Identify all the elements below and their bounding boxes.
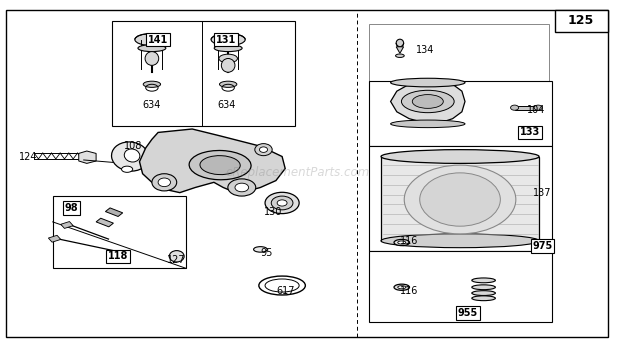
- Bar: [369, 81, 552, 146]
- Ellipse shape: [255, 144, 272, 156]
- Text: 133: 133: [520, 127, 540, 138]
- Text: eReplacementParts.com: eReplacementParts.com: [226, 165, 370, 179]
- Text: 116: 116: [400, 286, 419, 296]
- Text: 975: 975: [533, 241, 552, 251]
- Ellipse shape: [391, 120, 465, 128]
- Ellipse shape: [398, 241, 405, 244]
- Ellipse shape: [235, 183, 249, 192]
- Ellipse shape: [412, 95, 443, 108]
- Text: 124: 124: [19, 151, 37, 162]
- Bar: [369, 24, 549, 81]
- Ellipse shape: [511, 105, 518, 110]
- Polygon shape: [61, 222, 73, 228]
- Bar: [112, 21, 294, 126]
- Bar: [515, 106, 538, 110]
- Text: 125: 125: [568, 14, 594, 28]
- Polygon shape: [48, 235, 61, 242]
- Text: 617: 617: [276, 286, 294, 296]
- Bar: [555, 10, 608, 32]
- Polygon shape: [140, 129, 285, 193]
- Text: 955: 955: [458, 308, 478, 318]
- Bar: [369, 146, 552, 251]
- Text: 127: 127: [167, 255, 186, 265]
- Ellipse shape: [381, 234, 539, 248]
- Bar: [105, 208, 123, 216]
- Ellipse shape: [143, 81, 161, 87]
- Ellipse shape: [472, 278, 495, 283]
- Ellipse shape: [158, 178, 170, 187]
- Ellipse shape: [122, 166, 133, 172]
- Ellipse shape: [200, 155, 240, 175]
- Ellipse shape: [215, 45, 242, 52]
- Ellipse shape: [398, 286, 405, 289]
- Ellipse shape: [381, 150, 539, 163]
- Ellipse shape: [420, 173, 500, 226]
- Ellipse shape: [401, 90, 454, 113]
- Ellipse shape: [169, 250, 184, 262]
- Polygon shape: [391, 81, 465, 123]
- Ellipse shape: [534, 105, 542, 110]
- Ellipse shape: [260, 147, 267, 152]
- Ellipse shape: [265, 192, 299, 214]
- Bar: [369, 251, 552, 322]
- Ellipse shape: [145, 52, 159, 65]
- Text: 104: 104: [527, 105, 546, 115]
- Bar: [381, 157, 539, 241]
- Ellipse shape: [221, 58, 235, 72]
- Ellipse shape: [189, 150, 251, 180]
- Polygon shape: [396, 47, 404, 53]
- Text: 116: 116: [400, 236, 419, 246]
- Bar: [53, 196, 186, 268]
- Text: 634: 634: [143, 100, 161, 110]
- Ellipse shape: [277, 200, 287, 206]
- Polygon shape: [79, 151, 96, 163]
- Ellipse shape: [254, 247, 267, 252]
- Text: 131: 131: [216, 34, 236, 45]
- Text: 108: 108: [124, 141, 143, 151]
- Ellipse shape: [391, 78, 465, 87]
- Bar: [96, 218, 113, 227]
- Ellipse shape: [152, 174, 177, 191]
- Ellipse shape: [472, 296, 495, 301]
- Text: 118: 118: [108, 251, 128, 261]
- Ellipse shape: [272, 196, 293, 210]
- Text: 634: 634: [217, 100, 236, 110]
- Ellipse shape: [472, 291, 495, 295]
- Ellipse shape: [211, 34, 246, 46]
- Ellipse shape: [112, 142, 149, 171]
- Text: 137: 137: [533, 187, 552, 198]
- Text: 141: 141: [148, 34, 168, 45]
- Ellipse shape: [394, 284, 409, 290]
- Ellipse shape: [219, 54, 237, 63]
- Ellipse shape: [135, 34, 169, 46]
- Ellipse shape: [396, 54, 404, 57]
- Ellipse shape: [404, 165, 516, 234]
- Ellipse shape: [472, 285, 495, 290]
- Ellipse shape: [219, 81, 237, 87]
- Ellipse shape: [396, 39, 404, 47]
- Text: 95: 95: [260, 248, 273, 258]
- Text: 98: 98: [64, 203, 78, 213]
- Ellipse shape: [228, 179, 255, 196]
- Ellipse shape: [138, 45, 166, 52]
- Text: 134: 134: [415, 45, 434, 55]
- Text: 130: 130: [264, 206, 282, 217]
- Ellipse shape: [394, 239, 409, 246]
- Ellipse shape: [124, 149, 140, 162]
